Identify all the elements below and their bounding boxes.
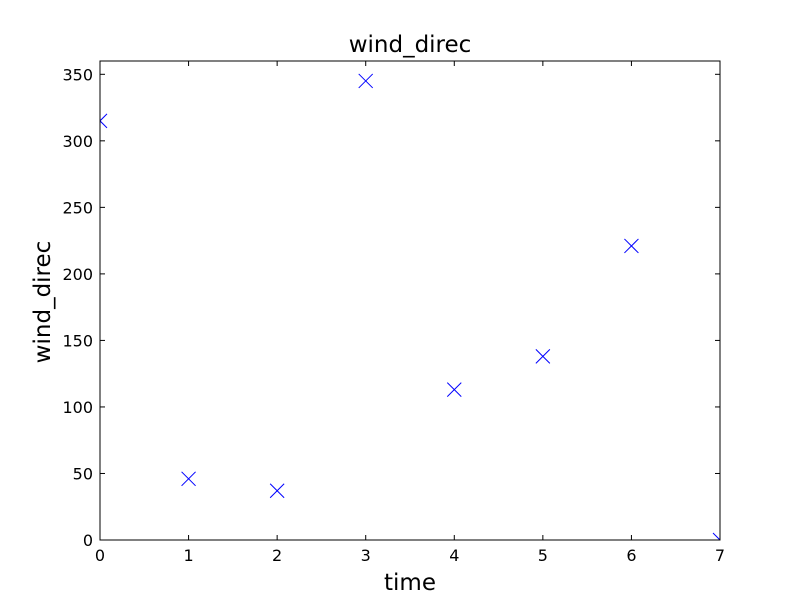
x-tick-label: 4 <box>449 546 459 565</box>
y-axis-label: wind_direc <box>30 241 56 364</box>
data-point-marker <box>269 483 285 499</box>
y-tick-label: 100 <box>62 398 93 417</box>
y-tick-label: 0 <box>83 531 93 550</box>
data-point-marker <box>712 532 720 540</box>
x-tick-label: 6 <box>626 546 636 565</box>
chart-title: wind_direc <box>349 32 472 58</box>
data-point-marker <box>181 471 196 487</box>
axis-ticks <box>99 61 721 541</box>
y-tick-label: 300 <box>62 132 93 151</box>
data-point-marker <box>100 113 108 129</box>
y-tick-label: 200 <box>62 265 93 284</box>
data-markers <box>100 73 720 540</box>
data-point-marker <box>446 382 462 398</box>
y-tick-label: 350 <box>62 65 93 84</box>
x-axis-label: time <box>384 570 436 596</box>
y-tick-label: 150 <box>62 331 93 350</box>
data-point-marker <box>358 73 374 89</box>
x-tick-label: 1 <box>183 546 193 565</box>
data-point-marker <box>535 349 551 364</box>
y-tick-label: 50 <box>73 464 93 483</box>
plot-area <box>100 73 720 540</box>
axis-tick-labels: 0 1 2 3 4 5 6 7 0 50 100 150 200 250 300 350 <box>62 65 725 565</box>
x-tick-label: 3 <box>361 546 371 565</box>
y-tick-label: 250 <box>62 198 93 217</box>
x-tick-label: 7 <box>715 546 725 565</box>
x-tick-label: 5 <box>538 546 548 565</box>
plot-frame <box>99 60 721 541</box>
x-tick-label: 2 <box>272 546 282 565</box>
data-point-marker <box>624 238 639 254</box>
x-tick-label: 0 <box>95 546 105 565</box>
